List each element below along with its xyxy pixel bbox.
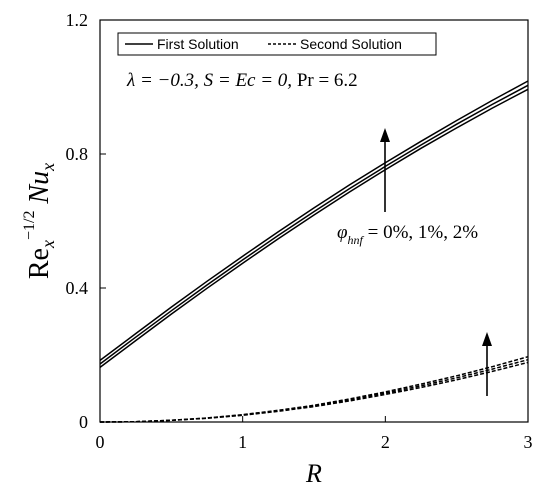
- legend: First Solution Second Solution: [117, 32, 437, 56]
- second-solution-line-3: [99, 355, 529, 423]
- x-axis-title: R: [305, 459, 322, 488]
- y-tick-label: 0.8: [66, 144, 89, 164]
- y-tick-label: 1.2: [66, 10, 89, 30]
- legend-box: [117, 32, 437, 56]
- y-tick-label: 0: [79, 412, 88, 432]
- y-tick-label: 0.4: [66, 278, 89, 298]
- plot-frame: [99, 19, 529, 423]
- legend-label-second: Second Solution: [300, 36, 402, 52]
- arrow-first-solution: [380, 128, 390, 212]
- x-tick-label: 2: [381, 432, 390, 452]
- svg-text:Rex−1/2 Nux: Rex−1/2 Nux: [21, 163, 58, 279]
- series-layer: [99, 80, 529, 423]
- second-solution-line-1: [99, 361, 529, 423]
- first-solution-line-2: [99, 84, 529, 365]
- y-axis-title: Rex−1/2 Nux: [21, 163, 58, 279]
- ticks: 0 1 2 3 0 0.4 0.8 1.2: [66, 10, 533, 452]
- arrow-second-solution: [482, 332, 492, 396]
- first-solution-line-3: [99, 80, 529, 361]
- x-tick-label: 3: [524, 432, 533, 452]
- x-tick-label: 0: [96, 432, 105, 452]
- annotation-params: λ = −0.3, S = Ec = 0, Pr = 6.2: [126, 70, 358, 91]
- first-solution-line-1: [99, 88, 529, 368]
- second-solution-line-2: [99, 358, 529, 423]
- x-tick-label: 1: [238, 432, 247, 452]
- annotation-phi: φhnf = 0%, 1%, 2%: [337, 222, 478, 247]
- legend-label-first: First Solution: [157, 36, 239, 52]
